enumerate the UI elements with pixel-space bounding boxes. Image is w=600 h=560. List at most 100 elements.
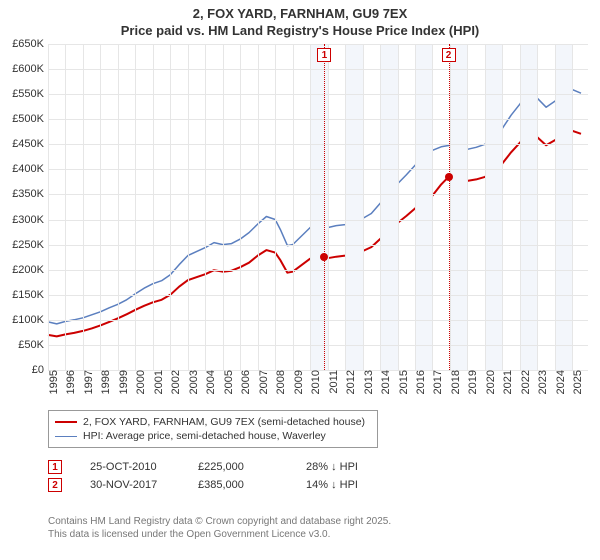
attribution: Contains HM Land Registry data © Crown c… <box>48 516 391 541</box>
x-tick-label: 1997 <box>79 370 95 394</box>
y-tick-label: £650K <box>12 38 48 50</box>
year-shade-band <box>345 44 362 370</box>
event-marker: 2 <box>442 48 456 62</box>
v-gridline <box>135 44 136 370</box>
y-tick-label: £350K <box>12 188 48 200</box>
v-gridline <box>170 44 171 370</box>
event-row-date: 25-OCT-2010 <box>90 461 170 473</box>
legend-label-price-paid: 2, FOX YARD, FARNHAM, GU9 7EX (semi-deta… <box>83 416 365 428</box>
x-tick-label: 2004 <box>201 370 217 394</box>
event-line <box>324 44 325 370</box>
event-row-price: £225,000 <box>198 461 278 473</box>
h-gridline <box>48 144 588 145</box>
h-gridline <box>48 194 588 195</box>
attribution-line1: Contains HM Land Registry data © Crown c… <box>48 516 391 529</box>
x-tick-label: 2017 <box>428 370 444 394</box>
h-gridline <box>48 320 588 321</box>
year-shade-band <box>450 44 467 370</box>
x-tick-label: 2000 <box>131 370 147 394</box>
legend-swatch-hpi <box>55 436 77 437</box>
v-gridline <box>65 44 66 370</box>
x-tick-label: 2001 <box>149 370 165 394</box>
sale-point <box>320 253 328 261</box>
v-gridline <box>572 44 573 370</box>
v-gridline <box>48 44 49 370</box>
event-row-marker: 2 <box>48 478 62 492</box>
h-gridline <box>48 295 588 296</box>
title-line2: Price paid vs. HM Land Registry's House … <box>0 23 600 40</box>
year-shade-band <box>555 44 572 370</box>
h-gridline <box>48 220 588 221</box>
x-tick-label: 2020 <box>481 370 497 394</box>
title-line1: 2, FOX YARD, FARNHAM, GU9 7EX <box>0 6 600 23</box>
y-tick-label: £100K <box>12 314 48 326</box>
v-gridline <box>502 44 503 370</box>
events-table: 125-OCT-2010£225,00028% ↓ HPI230-NOV-201… <box>48 458 386 494</box>
x-tick-label: 1996 <box>61 370 77 394</box>
event-marker: 1 <box>317 48 331 62</box>
v-gridline <box>258 44 259 370</box>
x-tick-label: 2016 <box>411 370 427 394</box>
v-gridline <box>432 44 433 370</box>
x-tick-label: 2003 <box>184 370 200 394</box>
x-tick-label: 1998 <box>96 370 112 394</box>
y-tick-label: £600K <box>12 63 48 75</box>
v-gridline <box>398 44 399 370</box>
x-tick-label: 2007 <box>254 370 270 394</box>
legend-label-hpi: HPI: Average price, semi-detached house,… <box>83 430 326 442</box>
x-tick-label: 1999 <box>114 370 130 394</box>
event-table-row: 1 25-OCT-2010 £225,000 28% ↓ HPI <box>48 458 386 476</box>
year-shade-band <box>415 44 432 370</box>
h-gridline <box>48 245 588 246</box>
v-gridline <box>118 44 119 370</box>
v-gridline <box>153 44 154 370</box>
v-gridline <box>205 44 206 370</box>
y-tick-label: £450K <box>12 138 48 150</box>
legend-swatch-price-paid <box>55 421 77 423</box>
event-table-row: 230-NOV-2017£385,00014% ↓ HPI <box>48 476 386 494</box>
legend-row-price-paid: 2, FOX YARD, FARNHAM, GU9 7EX (semi-deta… <box>55 415 371 429</box>
x-tick-label: 2023 <box>533 370 549 394</box>
y-tick-label: £150K <box>12 289 48 301</box>
x-tick-label: 2022 <box>516 370 532 394</box>
y-tick-label: £300K <box>12 214 48 226</box>
year-shade-band <box>380 44 397 370</box>
x-tick-label: 2021 <box>498 370 514 394</box>
legend-row-hpi: HPI: Average price, semi-detached house,… <box>55 429 371 443</box>
v-gridline <box>100 44 101 370</box>
year-shade-band <box>520 44 537 370</box>
v-gridline <box>380 44 381 370</box>
y-tick-label: £400K <box>12 163 48 175</box>
y-tick-label: £50K <box>18 339 48 351</box>
x-tick-label: 2009 <box>289 370 305 394</box>
x-tick-label: 2002 <box>166 370 182 394</box>
v-gridline <box>83 44 84 370</box>
legend-box: 2, FOX YARD, FARNHAM, GU9 7EX (semi-deta… <box>48 410 378 448</box>
v-gridline <box>293 44 294 370</box>
v-gridline <box>467 44 468 370</box>
event-row-delta: 28% ↓ HPI <box>306 461 386 473</box>
h-gridline <box>48 270 588 271</box>
v-gridline <box>240 44 241 370</box>
x-tick-label: 2019 <box>463 370 479 394</box>
v-gridline <box>275 44 276 370</box>
v-gridline <box>310 44 311 370</box>
event-row-price: £385,000 <box>198 479 278 491</box>
x-tick-label: 2024 <box>551 370 567 394</box>
h-gridline <box>48 94 588 95</box>
v-gridline <box>537 44 538 370</box>
plot-area: £0£50K£100K£150K£200K£250K£300K£350K£400… <box>48 44 588 370</box>
attribution-line2: This data is licensed under the Open Gov… <box>48 529 391 542</box>
event-row-delta: 14% ↓ HPI <box>306 479 386 491</box>
x-tick-label: 2006 <box>236 370 252 394</box>
y-tick-label: £500K <box>12 113 48 125</box>
x-tick-label: 2018 <box>446 370 462 394</box>
chart-title: 2, FOX YARD, FARNHAM, GU9 7EX Price paid… <box>0 0 600 40</box>
h-gridline <box>48 169 588 170</box>
v-gridline <box>363 44 364 370</box>
v-gridline <box>328 44 329 370</box>
y-tick-label: £550K <box>12 88 48 100</box>
event-row-marker: 1 <box>48 460 62 474</box>
h-gridline <box>48 345 588 346</box>
sale-point <box>445 173 453 181</box>
